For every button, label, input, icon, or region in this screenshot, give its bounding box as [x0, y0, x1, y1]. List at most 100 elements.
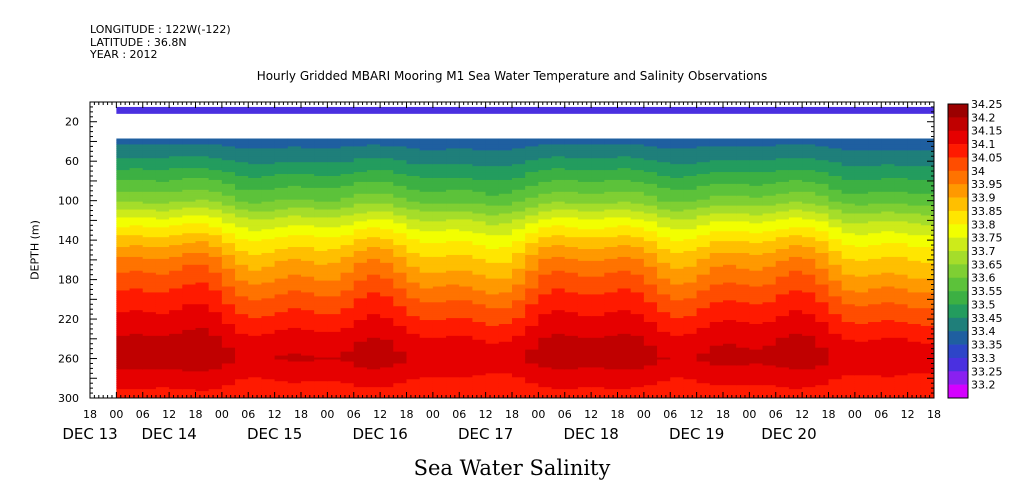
- field-cell: [366, 389, 381, 392]
- field-cell: [591, 361, 605, 365]
- field-cell: [248, 347, 263, 351]
- field-cell: [235, 245, 249, 248]
- field-cell: [287, 162, 302, 165]
- field-cell: [366, 276, 381, 280]
- field-cell: [353, 393, 368, 396]
- field-cell: [538, 138, 553, 142]
- field-cell: [235, 225, 249, 228]
- field-cell: [287, 142, 302, 146]
- field-cell: [221, 237, 236, 240]
- field-cell: [472, 250, 487, 254]
- field-cell: [340, 164, 355, 167]
- field-cell: [512, 207, 526, 211]
- field-cell: [208, 314, 223, 317]
- field-cell: [459, 345, 474, 349]
- field-cell: [327, 254, 342, 258]
- field-cell: [551, 164, 566, 167]
- field-cell: [432, 296, 447, 299]
- field-cell: [432, 154, 447, 157]
- field-cell: [419, 276, 434, 280]
- field-cell: [235, 170, 249, 173]
- field-cell: [340, 158, 355, 161]
- field-cell: [525, 176, 539, 179]
- field-cell: [195, 335, 210, 339]
- field-cell: [525, 235, 539, 238]
- field-cell: [274, 162, 289, 165]
- field-cell: [221, 142, 236, 146]
- field-cell: [340, 181, 355, 185]
- field-cell: [142, 249, 157, 252]
- field-cell: [485, 174, 500, 177]
- field-cell: [287, 140, 302, 144]
- field-cell: [591, 381, 605, 384]
- field-cell: [564, 345, 579, 349]
- field-cell: [498, 227, 513, 230]
- field-cell: [327, 272, 342, 276]
- field-cell: [380, 176, 394, 179]
- field-cell: [393, 166, 408, 169]
- field-cell: [129, 264, 144, 268]
- field-cell: [274, 383, 289, 386]
- field-cell: [169, 138, 183, 142]
- field-cell: [129, 296, 144, 299]
- field-cell: [235, 304, 249, 307]
- field-cell: [287, 150, 302, 153]
- field-cell: [208, 266, 223, 270]
- field-cell: [485, 298, 500, 301]
- field-cell: [340, 314, 355, 317]
- field-cell: [459, 181, 474, 185]
- field-cell: [538, 387, 553, 390]
- field-cell: [472, 329, 487, 333]
- field-cell: [195, 205, 210, 209]
- field-cell: [169, 256, 183, 260]
- field-cell: [340, 327, 355, 331]
- field-cell: [129, 233, 144, 236]
- field-cell: [366, 274, 381, 278]
- field-cell: [485, 191, 500, 195]
- field-cell: [327, 308, 342, 311]
- field-cell: [274, 393, 289, 396]
- field-cell: [564, 168, 579, 171]
- field-cell: [406, 324, 421, 327]
- field-cell: [551, 347, 566, 351]
- field-cell: [432, 359, 447, 363]
- field-cell: [248, 164, 263, 167]
- field-cell: [116, 154, 131, 157]
- field-cell: [577, 387, 592, 390]
- field-cell: [182, 312, 197, 315]
- field-cell: [235, 383, 249, 386]
- field-cell: [248, 324, 263, 327]
- field-cell: [195, 207, 210, 211]
- field-cell: [301, 254, 315, 258]
- field-cell: [169, 290, 183, 294]
- field-cell: [221, 193, 236, 197]
- field-cell: [432, 337, 447, 341]
- chart-title: Hourly Gridded MBARI Mooring M1 Sea Wate…: [256, 69, 768, 83]
- field-cell: [195, 337, 210, 341]
- field-cell: [419, 369, 434, 372]
- field-cell: [512, 341, 526, 345]
- field-cell: [472, 264, 487, 268]
- field-cell: [301, 207, 315, 211]
- field-cell: [551, 256, 566, 260]
- field-cell: [274, 237, 289, 240]
- field-cell: [525, 325, 539, 329]
- field-cell: [274, 272, 289, 276]
- field-cell: [512, 152, 526, 155]
- field-cell: [182, 339, 197, 343]
- field-cell: [498, 337, 513, 341]
- field-cell: [446, 148, 460, 151]
- field-cell: [221, 304, 236, 307]
- field-cell: [221, 369, 236, 372]
- field-cell: [551, 150, 566, 153]
- field-cell: [538, 177, 553, 181]
- field-cell: [577, 176, 592, 179]
- field-cell: [393, 247, 408, 250]
- field-cell: [169, 213, 183, 217]
- field-cell: [353, 288, 368, 292]
- field-cell: [287, 272, 302, 276]
- field-cell: [393, 181, 408, 185]
- field-cell: [208, 308, 223, 311]
- field-cell: [169, 152, 183, 155]
- field-cell: [432, 274, 447, 278]
